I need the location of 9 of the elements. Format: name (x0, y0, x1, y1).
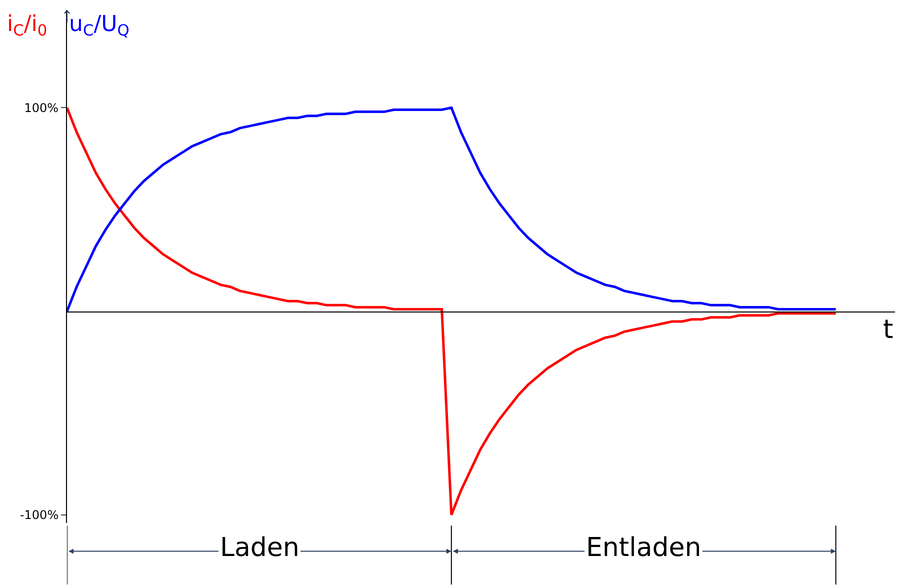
text: Entladen (586, 533, 702, 563)
line-series (67, 106, 838, 313)
y-tick-label: 100% (24, 100, 59, 115)
y-tick-label: -100% (20, 508, 59, 522)
text: u$_{C}$/U$_{Q}$ (69, 12, 130, 40)
text: i$_{C}$/i$_{0}$ (7, 12, 48, 40)
line-series (67, 106, 838, 516)
text: Laden (220, 533, 300, 563)
x-axis-title: t (883, 315, 894, 345)
